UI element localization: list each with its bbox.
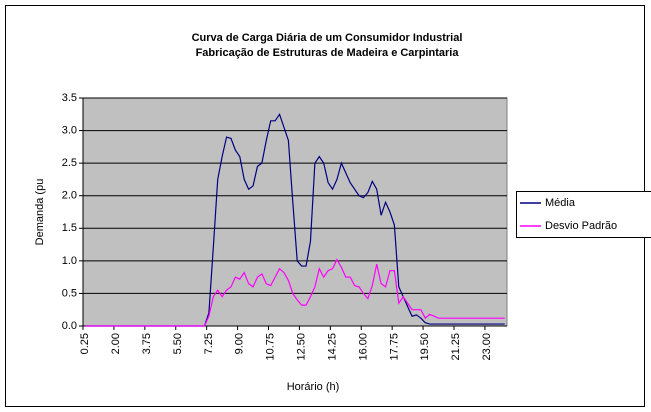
- y-tick-label: 0.5: [62, 287, 77, 299]
- series-line: [85, 258, 505, 327]
- y-axis-label: Demanda (pu: [34, 179, 46, 246]
- x-tick-label: 5.50: [172, 333, 184, 354]
- x-tick-label: 14.25: [326, 333, 338, 361]
- x-tick-label: 23.00: [481, 333, 493, 361]
- x-tick-label: 0.25: [79, 333, 91, 354]
- y-tick-label: 3.5: [62, 92, 77, 104]
- legend-label: Média: [545, 197, 576, 209]
- y-tick-label: 0.0: [62, 320, 77, 332]
- legend-label: Desvio Padrão: [545, 220, 617, 232]
- y-tick-label: 3.0: [62, 124, 77, 136]
- plot-area: [82, 97, 508, 327]
- x-tick-label: 12.50: [296, 333, 308, 361]
- x-tick-label: 16.00: [357, 333, 369, 361]
- y-tick-label: 2.0: [62, 190, 77, 202]
- legend-box: [516, 191, 651, 238]
- x-tick-label: 10.75: [265, 333, 277, 361]
- x-axis-label: Horário (h): [287, 381, 340, 393]
- chart-title: Curva de Carga Diária de um Consumidor I…: [192, 32, 463, 44]
- x-tick-label: 17.75: [388, 333, 400, 361]
- x-tick-label: 7.25: [203, 333, 215, 354]
- chart-subtitle: Fabricação de Estruturas de Madeira e Ca…: [196, 47, 460, 59]
- x-tick-label: 9.00: [234, 333, 246, 354]
- y-tick-label: 1.5: [62, 222, 77, 234]
- y-tick-label: 2.5: [62, 157, 77, 169]
- x-tick-label: 3.75: [141, 333, 153, 354]
- x-tick-label: 21.25: [450, 333, 462, 361]
- x-tick-label: 19.50: [419, 333, 431, 361]
- y-tick-label: 1.0: [62, 255, 77, 267]
- x-tick-label: 2.00: [110, 333, 122, 354]
